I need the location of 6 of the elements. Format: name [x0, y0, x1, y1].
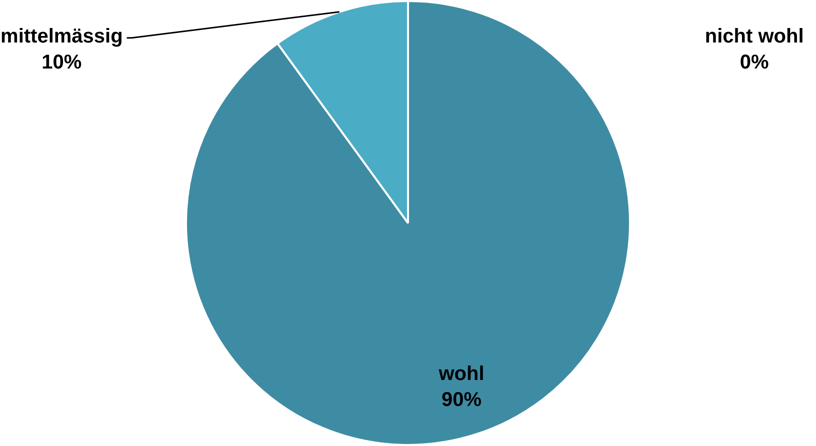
data-label: 90% — [441, 389, 482, 412]
slice-label: wohl — [438, 363, 484, 386]
text: 0% — [740, 51, 769, 74]
data-label: 10% — [42, 51, 82, 74]
slice-label: mittelmässig — [0, 25, 123, 48]
category-label: nicht wohl — [704, 25, 804, 48]
